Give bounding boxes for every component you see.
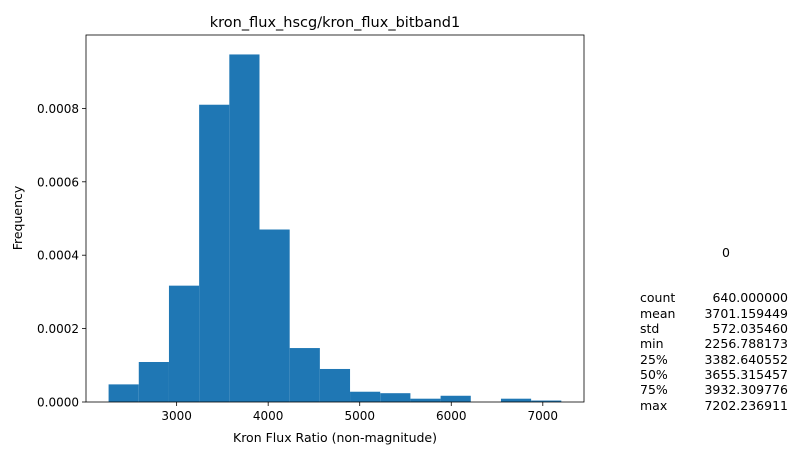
stats-key: 75% bbox=[640, 382, 694, 397]
histogram-bar bbox=[259, 230, 289, 402]
y-tick-label: 0.0008 bbox=[37, 102, 79, 116]
histogram-bar bbox=[320, 369, 350, 402]
histogram-bar bbox=[350, 392, 380, 402]
histogram-bar bbox=[380, 393, 410, 402]
x-axis-ticks: 3000 4000 5000 6000 7000 bbox=[161, 402, 558, 423]
x-tick-label: 3000 bbox=[161, 409, 192, 423]
x-tick-label: 4000 bbox=[253, 409, 284, 423]
histogram-bar bbox=[501, 399, 531, 402]
histogram-bar bbox=[139, 362, 169, 402]
stats-key: 25% bbox=[640, 352, 694, 367]
bars-group bbox=[109, 54, 562, 402]
histogram-bar bbox=[290, 348, 320, 402]
stats-row: 50% 3655.315457 bbox=[640, 367, 788, 382]
x-tick-label: 5000 bbox=[344, 409, 375, 423]
stats-row: max 7202.236911 bbox=[640, 398, 788, 413]
stats-value: 3655.315457 bbox=[694, 367, 788, 382]
y-axis-label: Frequency bbox=[10, 185, 25, 250]
y-tick-label: 0.0002 bbox=[37, 322, 79, 336]
summary-stats-table: 0 count 640.000000 mean 3701.159449 std 572.0… bbox=[640, 214, 788, 428]
stats-value: 3932.309776 bbox=[694, 382, 788, 397]
chart-title: kron_flux_hscg/kron_flux_bitband1 bbox=[210, 15, 460, 31]
stats-key: min bbox=[640, 336, 694, 351]
stats-value: 640.000000 bbox=[694, 290, 788, 305]
stats-key: std bbox=[640, 321, 694, 336]
stats-key: max bbox=[640, 398, 694, 413]
stats-key: count bbox=[640, 290, 694, 305]
x-tick-label: 6000 bbox=[436, 409, 467, 423]
stats-row: 25% 3382.640552 bbox=[640, 352, 788, 367]
y-tick-label: 0.0006 bbox=[37, 175, 79, 189]
y-tick-label: 0.0004 bbox=[37, 249, 79, 263]
y-tick-label: 0.0000 bbox=[37, 396, 79, 410]
plot-frame bbox=[86, 35, 584, 402]
stats-value: 7202.236911 bbox=[694, 398, 788, 413]
x-tick-label: 7000 bbox=[528, 409, 559, 423]
stats-rows: count 640.000000 mean 3701.159449 std 572.035… bbox=[640, 290, 788, 412]
histogram-bar bbox=[410, 399, 440, 402]
y-axis-ticks: 0.0000 0.0002 0.0004 0.0006 0.0008 bbox=[37, 102, 86, 410]
stats-row: count 640.000000 bbox=[640, 290, 788, 305]
histogram-bar bbox=[441, 396, 471, 402]
stats-value: 572.035460 bbox=[694, 321, 788, 336]
stats-row: min 2256.788173 bbox=[640, 336, 788, 351]
histogram-bar bbox=[109, 384, 139, 402]
stats-value: 3382.640552 bbox=[694, 352, 788, 367]
stats-key: 50% bbox=[640, 367, 694, 382]
histogram-bar bbox=[229, 54, 259, 402]
stats-value: 3701.159449 bbox=[694, 306, 788, 321]
stats-row: std 572.035460 bbox=[640, 321, 788, 336]
stats-column-header: 0 bbox=[640, 245, 788, 260]
stats-row: mean 3701.159449 bbox=[640, 306, 788, 321]
stats-value: 2256.788173 bbox=[694, 336, 788, 351]
stats-row: 75% 3932.309776 bbox=[640, 382, 788, 397]
histogram-bar bbox=[169, 286, 199, 402]
stats-key: mean bbox=[640, 306, 694, 321]
histogram-bar bbox=[199, 105, 229, 402]
x-axis-label: Kron Flux Ratio (non-magnitude) bbox=[233, 430, 437, 445]
